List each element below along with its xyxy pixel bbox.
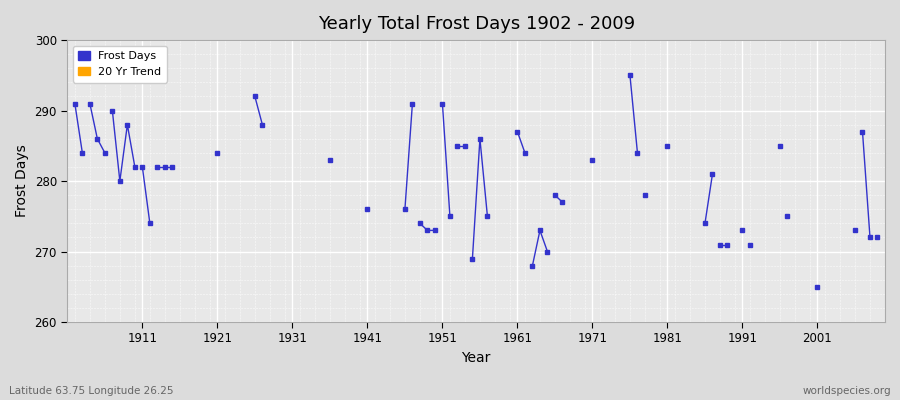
Legend: Frost Days, 20 Yr Trend: Frost Days, 20 Yr Trend — [73, 46, 167, 82]
X-axis label: Year: Year — [462, 351, 490, 365]
Text: worldspecies.org: worldspecies.org — [803, 386, 891, 396]
Title: Yearly Total Frost Days 1902 - 2009: Yearly Total Frost Days 1902 - 2009 — [318, 15, 634, 33]
Y-axis label: Frost Days: Frost Days — [15, 145, 29, 218]
Text: Latitude 63.75 Longitude 26.25: Latitude 63.75 Longitude 26.25 — [9, 386, 174, 396]
